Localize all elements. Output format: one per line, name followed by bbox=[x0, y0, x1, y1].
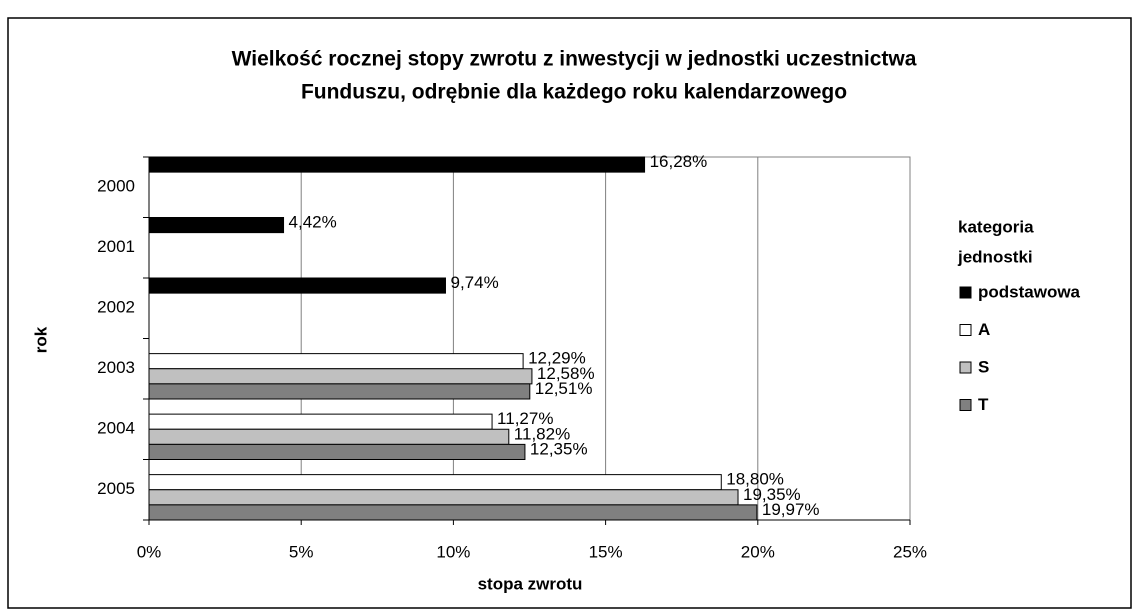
legend-swatch bbox=[959, 286, 972, 299]
bar bbox=[148, 474, 722, 491]
y-tick-label: 2003 bbox=[97, 358, 135, 377]
value-label: 12,58% bbox=[537, 364, 595, 383]
chart-title: Wielkość rocznej stopy zwrotu z inwestyc… bbox=[232, 48, 917, 71]
bar bbox=[148, 383, 531, 400]
bar bbox=[148, 489, 739, 506]
value-label: 11,82% bbox=[514, 424, 570, 443]
legend-swatch bbox=[959, 324, 972, 336]
y-tick-label: 2004 bbox=[97, 419, 135, 438]
value-label: 12,35% bbox=[530, 439, 588, 458]
legend-title: jednostki bbox=[957, 247, 1033, 266]
bar bbox=[148, 413, 493, 430]
x-axis-label: stopa zwrotu bbox=[478, 574, 583, 593]
x-tick-label: 20% bbox=[741, 542, 775, 561]
bar bbox=[148, 443, 526, 460]
bar bbox=[148, 156, 646, 173]
x-tick-label: 5% bbox=[289, 542, 314, 561]
bar bbox=[148, 428, 510, 445]
value-label: 9,74% bbox=[450, 273, 498, 292]
bar bbox=[148, 504, 758, 521]
value-label: 18,80% bbox=[726, 470, 784, 489]
value-label: 11,27% bbox=[497, 409, 553, 428]
legend-label: S bbox=[978, 357, 989, 376]
chart-title: Funduszu, odrębnie dla każdego roku kale… bbox=[301, 81, 847, 104]
legend-title: kategoria bbox=[958, 217, 1034, 236]
x-tick-label: 25% bbox=[893, 542, 927, 561]
value-label: 19,97% bbox=[762, 500, 820, 519]
legend-label: podstawowa bbox=[978, 282, 1081, 301]
value-label: 12,29% bbox=[528, 349, 586, 368]
y-tick-label: 2001 bbox=[97, 237, 135, 256]
y-tick-label: 2005 bbox=[97, 479, 135, 498]
plot-area bbox=[148, 156, 911, 521]
legend-label: A bbox=[978, 320, 990, 339]
x-tick-label: 0% bbox=[137, 542, 162, 561]
bar bbox=[148, 277, 446, 294]
value-label: 19,35% bbox=[743, 485, 801, 504]
y-tick-label: 2002 bbox=[97, 298, 135, 317]
value-label: 16,28% bbox=[650, 152, 708, 171]
legend-label: T bbox=[978, 395, 989, 414]
y-tick-label: 2000 bbox=[97, 177, 135, 196]
bar bbox=[148, 368, 533, 385]
x-tick-label: 15% bbox=[589, 542, 623, 561]
x-tick-label: 10% bbox=[436, 542, 470, 561]
bar bbox=[148, 353, 524, 370]
legend-swatch bbox=[959, 361, 972, 374]
value-label: 4,42% bbox=[289, 213, 337, 232]
value-label: 12,51% bbox=[535, 379, 593, 398]
legend-swatch bbox=[959, 399, 972, 411]
bar bbox=[148, 217, 285, 234]
y-axis-label: rok bbox=[31, 326, 50, 353]
